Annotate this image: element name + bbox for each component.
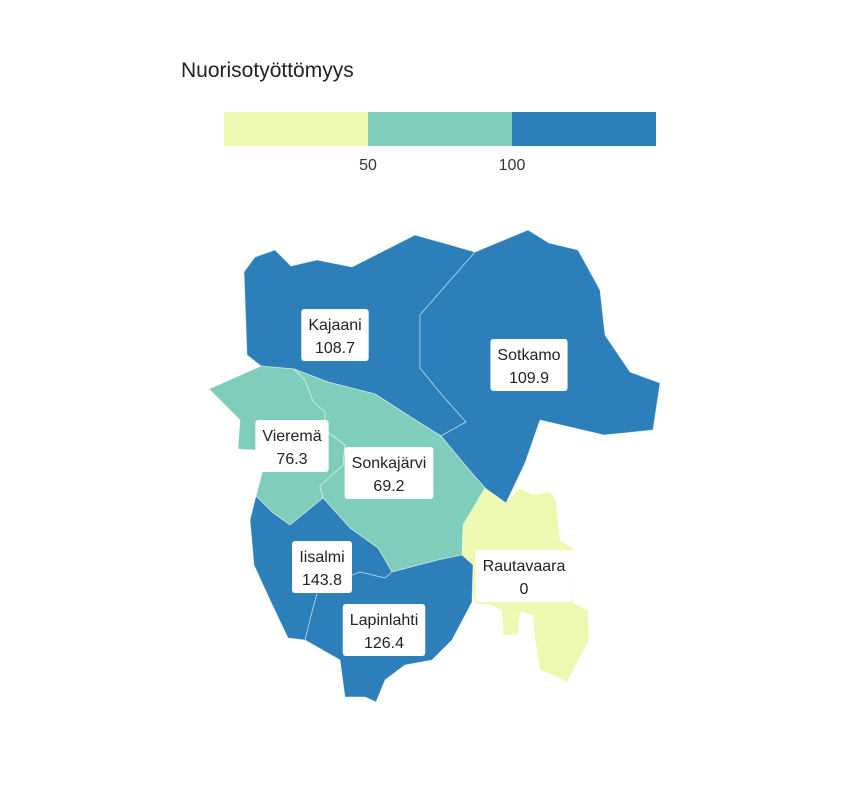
- region-label-box-rautavaara: [475, 550, 573, 602]
- region-value-rautavaara: 0: [520, 581, 529, 598]
- region-label-box-sonkajarvi: [344, 447, 434, 499]
- region-label-box-sotkamo: [490, 339, 568, 391]
- region-labels: Kajaani 108.7 Sotkamo 109.9 Vieremä 76.3 Sonka…: [255, 309, 573, 656]
- region-value-kajaani: 108.7: [315, 340, 355, 357]
- region-label-box-vierema: [255, 420, 329, 472]
- region-label-sotkamo: Sotkamo 109.9: [490, 339, 568, 391]
- region-label-box-iisalmi: [292, 541, 352, 593]
- region-label-box-lapinlahti: [342, 604, 426, 656]
- region-value-iisalmi: 143.8: [302, 572, 342, 589]
- region-name-kajaani: Kajaani: [308, 317, 361, 334]
- region-label-sonkajarvi: Sonkajärvi 69.2: [344, 447, 434, 499]
- region-label-lapinlahti: Lapinlahti 126.4: [342, 604, 426, 656]
- region-label-kajaani: Kajaani 108.7: [301, 309, 369, 361]
- region-name-sonkajarvi: Sonkajärvi: [352, 455, 427, 472]
- region-name-sotkamo: Sotkamo: [497, 347, 560, 364]
- legend-bin-low: [224, 112, 368, 146]
- region-value-vierema: 76.3: [276, 451, 307, 468]
- region-value-lapinlahti: 126.4: [364, 635, 404, 652]
- region-label-vierema: Vieremä 76.3: [255, 420, 329, 472]
- legend-bin-mid: [368, 112, 512, 146]
- region-value-sonkajarvi: 69.2: [373, 478, 404, 495]
- legend-tick-50: 50: [359, 157, 377, 174]
- legend: 50 100: [224, 112, 656, 174]
- legend-bin-high: [512, 112, 656, 146]
- legend-tick-100: 100: [499, 157, 526, 174]
- region-name-rautavaara: Rautavaara: [483, 558, 566, 575]
- region-value-sotkamo: 109.9: [509, 370, 549, 387]
- region-name-iisalmi: Iisalmi: [299, 549, 344, 566]
- region-label-box-kajaani: [301, 309, 369, 361]
- region-label-iisalmi: Iisalmi 143.8: [292, 541, 352, 593]
- region-name-vierema: Vieremä: [262, 428, 321, 445]
- map-title: Nuorisotyöttömyys: [181, 59, 354, 82]
- region-name-lapinlahti: Lapinlahti: [350, 612, 419, 629]
- region-label-rautavaara: Rautavaara 0: [475, 550, 573, 602]
